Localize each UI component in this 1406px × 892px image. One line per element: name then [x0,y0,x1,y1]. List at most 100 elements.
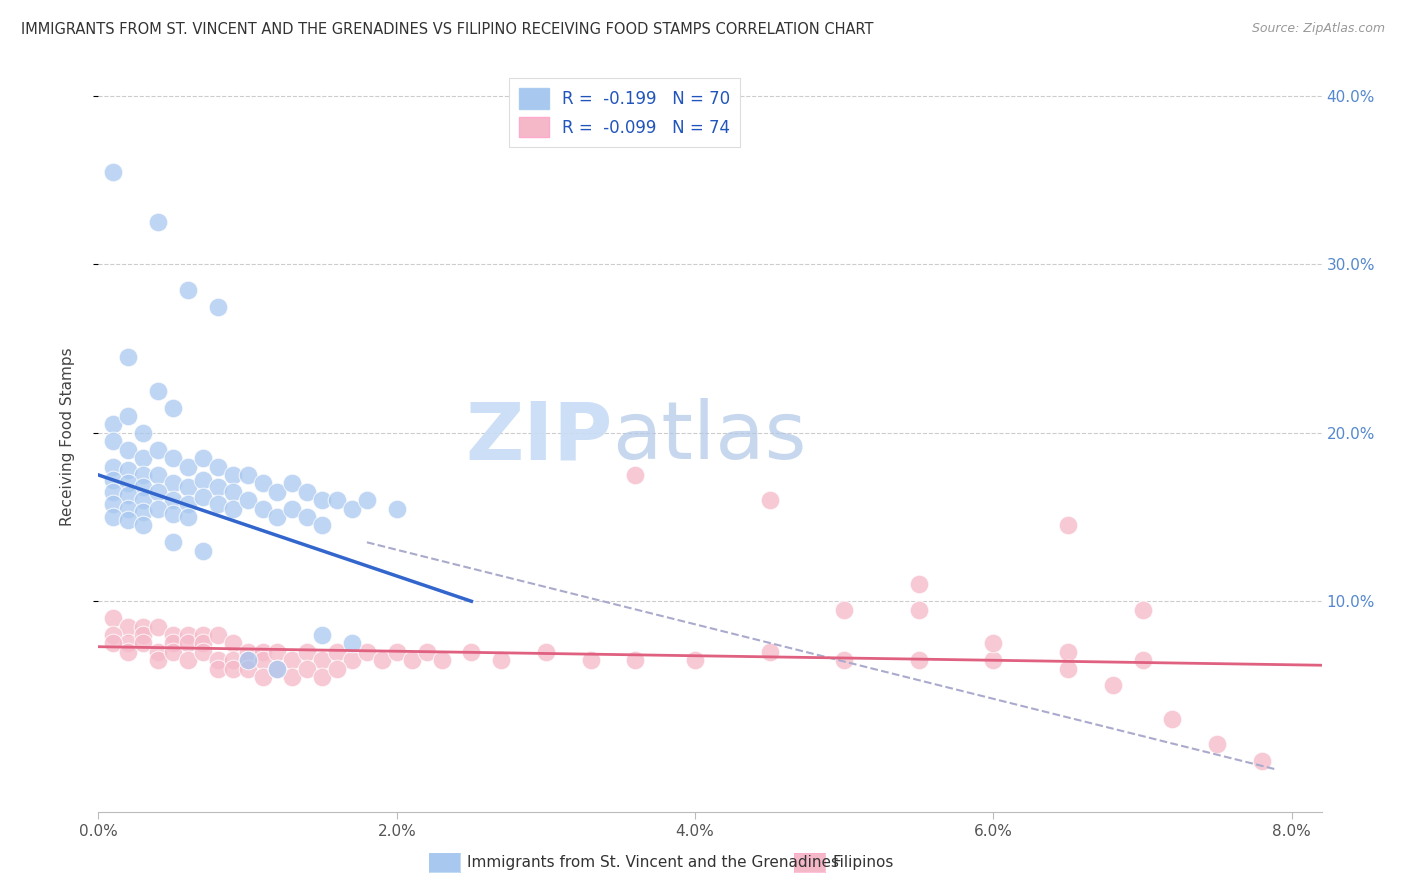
Point [177,283,200,297]
Point [177,653,200,667]
Point [162,493,184,508]
Point [132,467,155,482]
Point [297,662,319,676]
Point [103,636,125,650]
Point [132,518,155,533]
Point [146,653,169,667]
Text: atlas: atlas [612,398,807,476]
Point [117,488,139,502]
Point [191,473,214,487]
Point [177,480,200,494]
Point [1206,737,1229,751]
Point [1132,653,1154,667]
Point [266,510,288,524]
Point [221,662,243,676]
Point [236,645,259,659]
Point [132,628,155,642]
Point [311,653,333,667]
Point [311,628,333,642]
Point [221,636,243,650]
Point [117,501,139,516]
Point [340,636,363,650]
Point [236,467,259,482]
Point [281,476,304,491]
Point [146,484,169,499]
Point [132,425,155,440]
Point [579,653,602,667]
Point [221,467,243,482]
Point [340,501,363,516]
Point [908,577,931,591]
Point [311,670,333,684]
Point [117,636,139,650]
Point [103,510,125,524]
Point [908,653,931,667]
Point [908,602,931,616]
Point [758,493,780,508]
Point [103,628,125,642]
Legend: R =  -0.199   N = 70, R =  -0.099   N = 74: R = -0.199 N = 70, R = -0.099 N = 74 [509,78,740,147]
Point [103,165,125,179]
Point [103,459,125,474]
Point [534,645,557,659]
Point [221,484,243,499]
Point [132,451,155,466]
Point [207,653,229,667]
Point [207,662,229,676]
Point [297,484,319,499]
Point [311,518,333,533]
Point [162,535,184,549]
Point [132,480,155,494]
Point [236,653,259,667]
Point [103,497,125,511]
Point [162,645,184,659]
Point [177,510,200,524]
Point [162,636,184,650]
Text: Immigrants from St. Vincent and the Grenadines: Immigrants from St. Vincent and the Gren… [467,855,839,870]
Point [297,645,319,659]
Point [266,484,288,499]
Point [401,653,423,667]
Point [191,645,214,659]
Point [146,645,169,659]
Point [326,493,349,508]
Point [132,493,155,508]
Point [103,417,125,432]
Point [1101,678,1123,692]
Point [221,653,243,667]
Point [281,653,304,667]
Point [207,480,229,494]
Y-axis label: Receiving Food Stamps: Receiving Food Stamps [60,348,75,526]
Point [162,628,184,642]
Point [103,473,125,487]
Point [1057,518,1080,533]
Point [146,501,169,516]
Point [162,401,184,415]
Point [103,611,125,625]
Point [266,662,288,676]
Point [252,645,274,659]
Point [177,459,200,474]
Point [162,507,184,521]
Point [356,645,378,659]
Point [266,645,288,659]
Point [207,628,229,642]
Point [207,497,229,511]
Text: Filipinos: Filipinos [832,855,894,870]
Point [983,636,1005,650]
Point [1057,645,1080,659]
Point [117,350,139,364]
Point [1161,712,1184,726]
Point [177,636,200,650]
Point [385,645,408,659]
Point [132,619,155,633]
Point [489,653,512,667]
Point [983,653,1005,667]
Point [191,451,214,466]
Point [385,501,408,516]
Point [624,467,647,482]
Point [252,670,274,684]
Point [117,645,139,659]
Point [236,662,259,676]
Point [297,510,319,524]
